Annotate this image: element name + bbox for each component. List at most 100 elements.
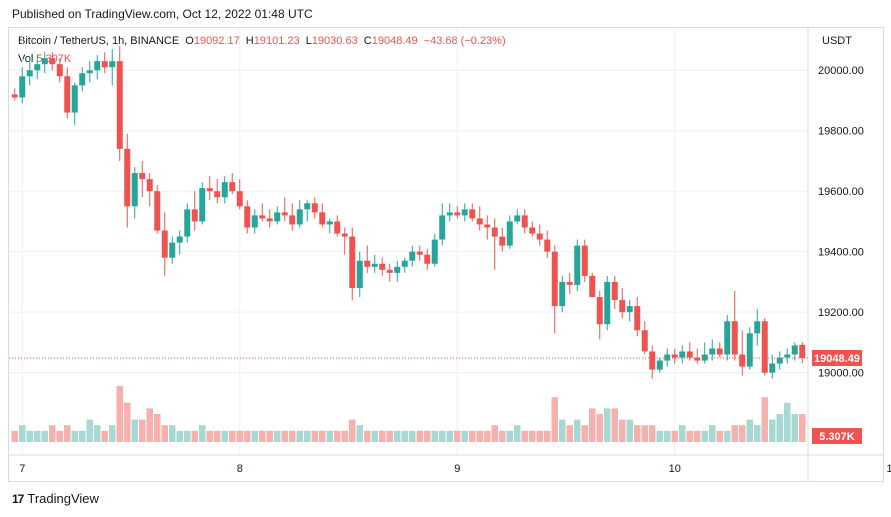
volume-bar xyxy=(124,402,131,442)
volume-bar xyxy=(161,425,168,442)
candle-body xyxy=(739,354,746,367)
volume-bar xyxy=(94,425,101,442)
volume-bar xyxy=(311,430,318,442)
candle-body xyxy=(491,227,498,237)
y-tick-label: 20000.00 xyxy=(818,65,864,77)
volume-bar xyxy=(326,430,333,442)
candle-body xyxy=(536,233,543,240)
volume-bar xyxy=(461,430,468,442)
volume-bar xyxy=(634,425,641,442)
volume-bar xyxy=(109,425,116,442)
volume-bar xyxy=(484,430,491,442)
candle-body xyxy=(709,348,716,355)
candle-body xyxy=(701,354,708,361)
candle-body xyxy=(364,260,371,267)
volume-bar xyxy=(776,414,783,442)
chart-frame[interactable] xyxy=(8,27,884,482)
volume-bar xyxy=(761,397,768,442)
legend-symbol[interactable]: Bitcoin / TetherUS, 1h, BINANCE xyxy=(18,35,180,47)
volume-bar xyxy=(304,430,311,442)
tradingview-logo-icon: 17 xyxy=(12,491,24,506)
volume-bar xyxy=(746,419,753,442)
y-tick-label: 19800.00 xyxy=(818,126,864,138)
candle-body xyxy=(371,263,378,267)
candle-body xyxy=(746,333,753,367)
legend-close-label: C xyxy=(363,35,372,47)
volume-bar xyxy=(364,430,371,442)
legend-change: −43.68 (−0.23%) xyxy=(423,35,506,47)
candle-body xyxy=(184,209,191,237)
volume-bar xyxy=(499,430,506,442)
candle-body xyxy=(619,300,626,313)
candle-body xyxy=(191,209,198,222)
candle-body xyxy=(649,351,656,370)
candle-body xyxy=(109,61,116,68)
volume-bar xyxy=(679,425,686,442)
candle-body xyxy=(34,64,41,71)
candle-body xyxy=(401,260,408,267)
candle-body xyxy=(11,94,18,98)
candle-body xyxy=(56,64,63,77)
candle-body xyxy=(341,233,348,237)
candle-body xyxy=(251,215,258,228)
candle-body xyxy=(431,239,438,264)
candle-body xyxy=(259,215,266,219)
volume-bar xyxy=(784,402,791,442)
volume-bar xyxy=(221,430,228,442)
candle-body xyxy=(64,76,71,113)
candle-body xyxy=(679,351,686,358)
candle-body xyxy=(686,351,693,358)
candle-body xyxy=(754,321,761,334)
volume-bar xyxy=(71,430,78,442)
volume-bar xyxy=(79,430,86,442)
volume-bar xyxy=(169,425,176,442)
volume-bar xyxy=(386,430,393,442)
legend-high-label: H xyxy=(245,35,254,47)
volume-bar xyxy=(229,430,236,442)
candle-body xyxy=(461,209,468,216)
volume-bar xyxy=(454,430,461,442)
volume-bar xyxy=(611,408,618,442)
candle-body xyxy=(19,76,26,98)
volume-bar xyxy=(731,425,738,442)
candle-body xyxy=(724,321,731,355)
candle-body xyxy=(521,215,528,228)
candle-body xyxy=(596,297,603,325)
candle-body xyxy=(551,251,558,307)
tradingview-brand[interactable]: 17 TradingView xyxy=(12,491,99,506)
candle-body xyxy=(41,58,48,65)
volume-bar xyxy=(274,430,281,442)
volume-bar xyxy=(116,386,123,442)
volume-bar xyxy=(296,430,303,442)
candle-body xyxy=(319,212,326,225)
candle-body xyxy=(604,281,611,325)
volume-bar xyxy=(349,419,356,442)
volume-bar xyxy=(176,430,183,442)
candle-body xyxy=(506,221,513,246)
candle-body xyxy=(626,306,633,313)
volume-bar xyxy=(379,430,386,442)
candle-body xyxy=(214,191,221,198)
volume-bar xyxy=(596,414,603,442)
candle-body xyxy=(281,212,288,216)
candle-body xyxy=(671,354,678,358)
volume-bar xyxy=(319,430,326,442)
candle-body xyxy=(161,230,168,258)
volume-bar xyxy=(709,425,716,442)
y-tick-label: 19000.00 xyxy=(818,368,864,380)
volume-badge-label: 5.307K xyxy=(819,431,855,443)
currency-label: USDT xyxy=(822,35,852,47)
volume-bar xyxy=(26,430,33,442)
volume-bar xyxy=(716,430,723,442)
volume-bar xyxy=(566,425,573,442)
volume-bar xyxy=(491,425,498,442)
candle-body xyxy=(386,269,393,273)
candle-body xyxy=(799,344,806,358)
candle-body xyxy=(206,188,213,192)
candle-body xyxy=(176,236,183,243)
candle-body xyxy=(589,275,596,298)
volume-bar xyxy=(724,430,731,442)
volume-bar xyxy=(671,430,678,442)
chart-legend: Bitcoin / TetherUS, 1h, BINANCE O19092.1… xyxy=(18,35,509,47)
